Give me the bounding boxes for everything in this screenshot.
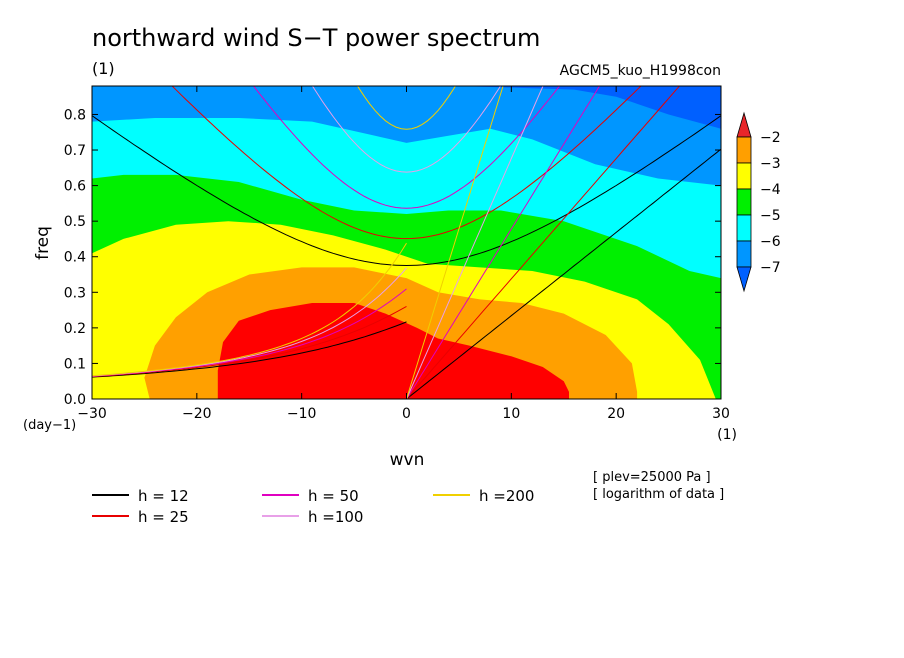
y-axis-label: freq [33, 226, 53, 260]
legend-label: h = 25 [138, 508, 189, 526]
y-tick-label: 0.2 [64, 321, 86, 337]
y-tick-label: 0.4 [64, 250, 86, 266]
colorbar-label: −3 [760, 156, 781, 172]
colorbar: −2 −3 −4 −5 −6 −7 [736, 111, 781, 293]
curve-kelvin-h50 [406, 86, 601, 399]
legend-label: h =100 [308, 508, 363, 526]
x-tick-label: −10 [287, 406, 317, 422]
dispersion-curves [92, 86, 721, 399]
contour-fills [92, 86, 721, 399]
y-axis: 0.0 0.1 0.2 0.3 0.4 0.5 0.6 0.7 0.8 [64, 107, 721, 408]
x-tick-label: 10 [502, 406, 520, 422]
x-tick-label: −20 [182, 406, 212, 422]
y-axis-unit: (day−1) [23, 418, 76, 433]
colorbar-label: −5 [760, 208, 781, 224]
x-tick-label: 0 [402, 406, 411, 422]
y-tick-label: 0.8 [64, 107, 86, 123]
x-axis: −30 −20 −10 0 10 20 30 [77, 86, 730, 422]
chart-title: northward wind S−T power spectrum [92, 24, 540, 52]
plot-area [92, 86, 721, 399]
colorbar-segment [736, 214, 752, 242]
curve-gravity-h25 [171, 86, 642, 240]
x-axis-label: wvn [390, 450, 425, 470]
x-tick-label: −30 [77, 406, 107, 422]
x-tick-label: 30 [712, 406, 730, 422]
legend: h = 12 h = 25 h = 50 h =100 h =200 [92, 487, 534, 526]
legend-label: h = 12 [138, 487, 189, 505]
curve-kelvin-h25 [406, 86, 681, 399]
curve-kelvin-h200 [406, 86, 504, 399]
x-tick-label: 20 [607, 406, 625, 422]
colorbar-bottom-arrow [736, 266, 752, 293]
y-tick-label: 0.1 [64, 356, 86, 372]
fill-red [217, 303, 570, 399]
curve-gravity-h200 [357, 86, 456, 130]
colorbar-segment [736, 188, 752, 216]
y-tick-label: 0.7 [64, 143, 86, 159]
curve-mrg-h12 [92, 321, 407, 378]
legend-label: h = 50 [308, 487, 359, 505]
x-axis-unit: (1) [717, 427, 737, 443]
colorbar-label: −2 [760, 130, 781, 146]
curve-gravity-h12 [92, 115, 721, 267]
curve-mrg-h200 [92, 242, 407, 377]
curve-kelvin-h12 [406, 148, 721, 399]
y-tick-label: 0.0 [64, 392, 86, 408]
colorbar-label: −6 [760, 234, 781, 250]
chart-subtitle-right: AGCM5_kuo_H1998con [560, 63, 721, 79]
annotation-plev: [ plev=25000 Pa ] [593, 470, 711, 485]
curve-gravity-h100 [311, 86, 502, 173]
y-tick-label: 0.3 [64, 285, 86, 301]
colorbar-top-arrow [736, 111, 752, 138]
curve-gravity-h50 [252, 86, 561, 209]
annotation-log: [ logarithm of data ] [593, 487, 724, 502]
colorbar-segment [736, 162, 752, 190]
legend-label: h =200 [479, 487, 534, 505]
colorbar-label: −7 [760, 260, 781, 276]
curve-kelvin-h100 [406, 86, 544, 399]
y-tick-label: 0.5 [64, 214, 86, 230]
chart-subtitle-left: (1) [92, 59, 115, 78]
colorbar-segment [736, 240, 752, 268]
y-tick-label: 0.6 [64, 179, 86, 195]
colorbar-label: −4 [760, 182, 781, 198]
colorbar-segment [736, 136, 752, 164]
